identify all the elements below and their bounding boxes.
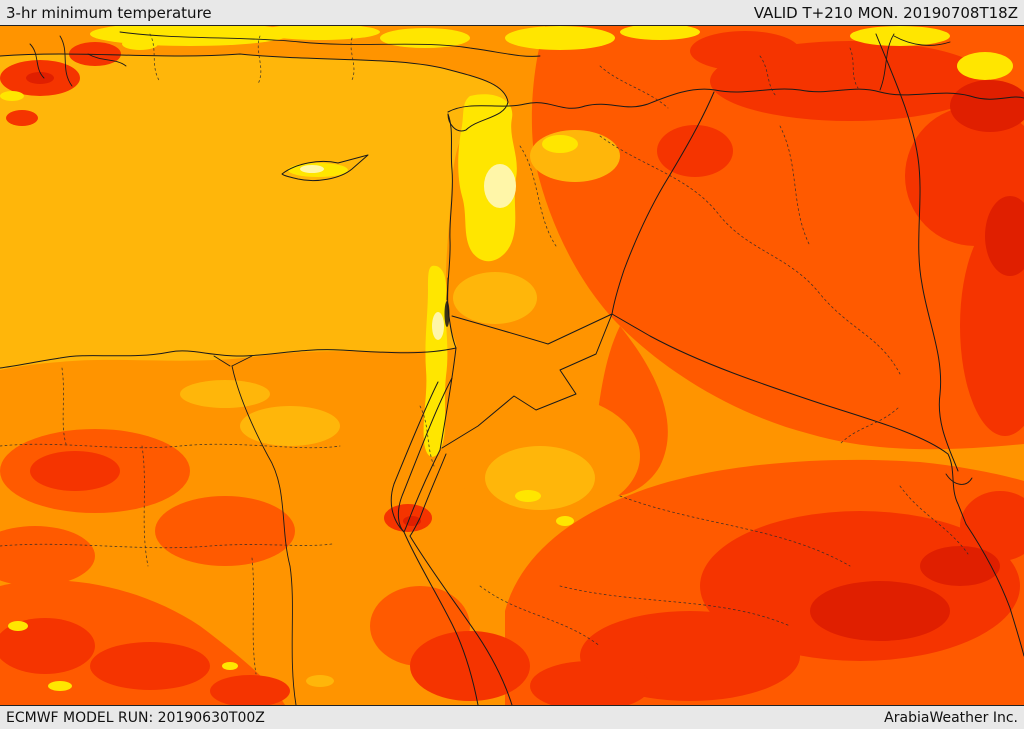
border-lines-layer [0,31,1024,705]
map-area [0,26,1024,705]
brand-label: ArabiaWeather Inc. [884,709,1018,726]
header-bar: 3-hr minimum temperature VALID T+210 MON… [0,0,1024,26]
model-run-label: ECMWF MODEL RUN: 20190630T00Z [6,709,265,726]
footer-bar: ECMWF MODEL RUN: 20190630T00Z ArabiaWeat… [0,705,1024,729]
map-title: 3-hr minimum temperature [6,3,212,22]
valid-time-label: VALID T+210 MON. 20190708T18Z [753,3,1018,22]
temperature-fill-layer [0,26,1024,705]
dead-sea [444,301,450,327]
temperature-map-svg [0,26,1024,705]
admin-boundaries-layer [0,33,969,675]
